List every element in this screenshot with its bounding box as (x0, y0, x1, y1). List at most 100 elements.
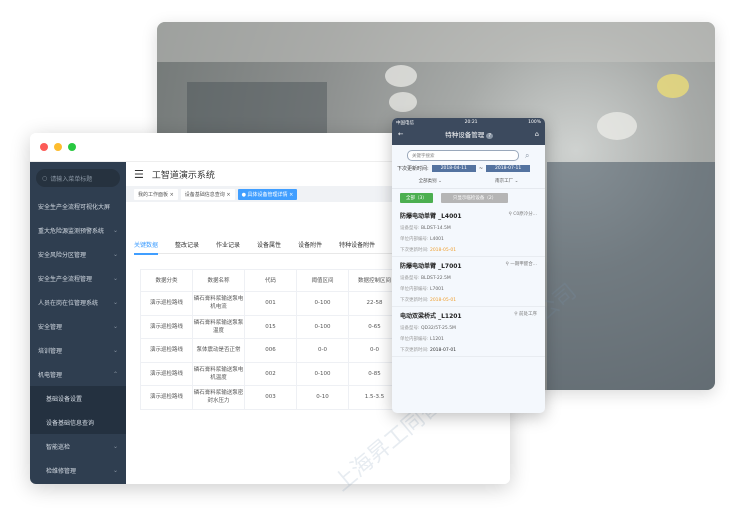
table-row: 演示巡检路线 磷石膏料浆输送泵密封水压力 003 0-10 1.5-3.5 (140, 385, 401, 410)
chevron-down-icon: ⌄ (112, 466, 118, 474)
sidebar-item-label: 培训管理 (38, 347, 63, 355)
chevron-down-icon: ⌄ (112, 322, 118, 330)
model-value: BLDST-14.5M (420, 226, 451, 231)
date-label: 下次更新时间: (397, 166, 429, 172)
chevron-down-icon: ⌄ (112, 226, 118, 234)
battery: 100% (528, 120, 541, 125)
sidebar-item[interactable]: 培训管理 ⌄ (30, 338, 126, 362)
location-pin-icon: ⚲ (508, 212, 512, 217)
model-line: 设备型号: BLDST-14.5M (400, 225, 537, 231)
sidebar-item[interactable]: 安全管理 ⌄ (30, 314, 126, 338)
table-cell: 演示巡检路线 (140, 338, 193, 363)
sidebar-item[interactable]: 安全生产全流程可视化大屏 (30, 194, 126, 218)
field-label: 设备型号: (400, 276, 420, 281)
sidebar-item[interactable]: 重大危险源监测预警系统 ⌄ (30, 218, 126, 242)
sidebar-item-label: 安全生产全流程管理 (38, 275, 93, 283)
chevron-down-icon: ⌄ (112, 298, 118, 306)
date-range: 下次更新时间: 2018-04-11 ~2018-07-11 (392, 161, 545, 172)
location: ⚲ 前处工序 (514, 311, 537, 320)
tab-attributes[interactable]: 设备属性 (257, 242, 282, 249)
date-value: 2018-05-01 (429, 248, 457, 253)
code-value: L4001 (429, 237, 444, 242)
column-header: 数据名称 (192, 269, 245, 292)
chevron-down-icon: ⌄ (112, 442, 118, 450)
table-cell: 0-0 (296, 338, 349, 363)
sidebar-subitem[interactable]: 基础设备设置 (30, 386, 126, 410)
sidebar-item-label: 重大危险源监测预警系统 (38, 227, 105, 235)
code-line: 单位内部编号: L4001 (400, 236, 537, 242)
field-label: 单位内部编号: (400, 237, 429, 242)
table-cell: 泵体震动是否正常 (192, 338, 245, 363)
sidebar-subitem[interactable]: 检维修管理 ⌄ (30, 458, 126, 482)
back-arrow-icon[interactable]: ← (398, 130, 404, 138)
table-cell: 003 (244, 385, 297, 410)
status-bar: 中国电信 20:21 100% (392, 118, 545, 128)
date-line: 下次更新时间: 2018-07-01 (400, 347, 537, 353)
chevron-down-icon: ⌄ (112, 250, 118, 258)
date-value: 2018-07-01 (429, 348, 457, 353)
field-label: 下次更新时间: (400, 298, 429, 303)
table-row: 演示巡检路线 磷石膏料浆输送泵电机电流 001 0-100 22-58 (140, 291, 401, 316)
search-icon[interactable]: ⌕ (525, 150, 530, 160)
equipment-card[interactable]: 防爆电动单臂 _L4001 ⚲ C0原冷分... 设备型号: BLDST-14.5… (392, 207, 545, 257)
type-filter[interactable]: 全部类别 ⌄ (418, 179, 442, 184)
table-cell: 0-100 (296, 291, 349, 316)
plant-filter[interactable]: 南京工厂 ⌄ (495, 179, 519, 184)
field-label: 设备型号: (400, 226, 420, 231)
field-label: 单位内部编号: (400, 337, 429, 342)
table-cell: 演示巡检路线 (140, 314, 193, 339)
sidebar-item[interactable]: 安全生产全流程管理 ⌄ (30, 266, 126, 290)
clock: 20:21 (464, 120, 478, 125)
model-value: QD32/5T-25.5M (420, 326, 456, 331)
date-line: 下次更新时间: 2018-05-01 (400, 247, 537, 253)
open-tab[interactable]: 我的工作面板 × (134, 188, 178, 200)
mobile-search-input[interactable]: 关键字搜索 (407, 150, 519, 161)
code-value: L7001 (429, 287, 444, 292)
tab-special-attachments[interactable]: 特种设备附件 (339, 242, 376, 249)
open-tab[interactable]: 设备基础信息查询 × (180, 188, 235, 200)
tab-attachments[interactable]: 设备附件 (298, 242, 323, 249)
table-row: 演示巡检路线 磷石膏料浆输送泵电机温度 002 0-100 0-85 (140, 361, 401, 386)
equipment-card[interactable]: 防爆电动单臂 _L7001 ⚲ 一期甲醛合... 设备型号: BLDST-22.5… (392, 257, 545, 307)
date-from[interactable]: 2018-04-11 (431, 165, 476, 172)
chevron-down-icon: ⌄ (112, 346, 118, 354)
sidebar-item[interactable]: 机电管理 ⌃ (30, 362, 126, 386)
close-dot[interactable] (40, 143, 48, 151)
sidebar-item[interactable]: 安全风险分区管理 ⌄ (30, 242, 126, 266)
table-cell: 0-100 (296, 314, 349, 339)
sidebar-item-label: 安全管理 (38, 323, 63, 331)
field-label: 设备型号: (400, 326, 420, 331)
tab-rectification[interactable]: 整改记录 (175, 242, 200, 249)
equipment-name: 防爆电动单臂 _L7001 (400, 263, 462, 270)
chevron-up-icon: ⌃ (112, 370, 118, 378)
code-line: 单位内部编号: L7001 (400, 286, 537, 292)
key-data-table: 数据分类 数据名称 代码 阈值区间 数据控制区间 演示巡检路线 磷石膏料浆输送泵电… (140, 269, 401, 410)
tab-work-records[interactable]: 作业记录 (216, 242, 241, 249)
chip-all[interactable]: 全部（3） (400, 193, 433, 203)
model-line: 设备型号: BLDST-22.5M (400, 275, 537, 281)
location-text: C0原冷分... (513, 212, 537, 217)
date-to[interactable]: 2018-07-11 (486, 165, 531, 172)
sidebar-subitem[interactable]: 设备基础信息查询 (30, 410, 126, 434)
date-separator: ~ (478, 165, 484, 172)
equipment-name: 电动双梁桥式 _L1201 (400, 313, 462, 320)
minimize-dot[interactable] (54, 143, 62, 151)
column-header: 阈值区间 (296, 269, 349, 292)
home-icon[interactable]: ⌂ (534, 130, 539, 138)
maximize-dot[interactable] (68, 143, 76, 151)
search-icon: ○ (42, 174, 48, 182)
help-icon[interactable]: ? (486, 133, 494, 139)
search-placeholder: 请输入菜单标题 (50, 175, 93, 183)
page-title: 工智道演示系统 (151, 170, 215, 181)
sidebar-subitem[interactable]: 智能巡检 ⌄ (30, 434, 126, 458)
chip-near-inspection[interactable]: 只显示临检设备（2） (440, 193, 509, 203)
menu-icon[interactable]: ☰ (134, 167, 144, 181)
sidebar-item[interactable]: 人员在岗在位管理系统 ⌄ (30, 290, 126, 314)
column-header: 数据分类 (140, 269, 193, 292)
equipment-card[interactable]: 电动双梁桥式 _L1201 ⚲ 前处工序 设备型号: QD32/5T-25.5M … (392, 307, 545, 357)
tab-key-data[interactable]: 关键数据 (134, 240, 159, 255)
content-tabs: 关键数据 整改记录 作业记录 设备属性 设备附件 特种设备附件 (134, 240, 494, 255)
sidebar-item-label: 智能巡检 (46, 443, 71, 451)
open-tab-active[interactable]: ● 具体设备管理详情 × (237, 188, 298, 200)
menu-search-input[interactable]: ○ 请输入菜单标题 (36, 169, 120, 187)
